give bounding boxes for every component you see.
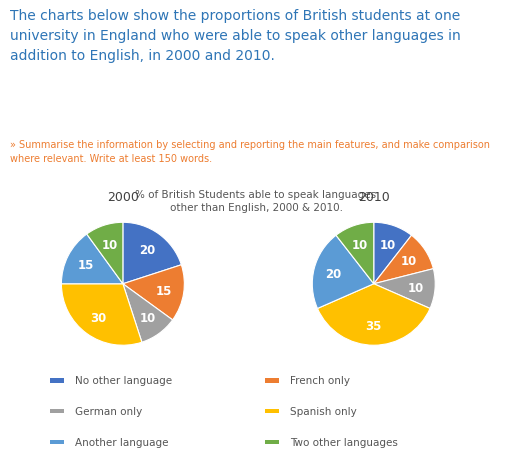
- Text: 30: 30: [90, 311, 106, 324]
- Wedge shape: [123, 265, 184, 320]
- Bar: [265, 440, 279, 444]
- Bar: [265, 410, 279, 413]
- Bar: [50, 440, 64, 444]
- Wedge shape: [123, 284, 173, 342]
- Text: 10: 10: [407, 281, 423, 294]
- Title: 2010: 2010: [358, 191, 390, 203]
- Bar: [50, 379, 64, 382]
- Wedge shape: [374, 236, 433, 284]
- Bar: [50, 410, 64, 413]
- Text: 10: 10: [102, 238, 118, 251]
- Wedge shape: [312, 236, 374, 309]
- Bar: [265, 379, 279, 382]
- Text: 20: 20: [325, 267, 342, 281]
- Text: 35: 35: [366, 319, 382, 332]
- Text: 15: 15: [156, 284, 173, 297]
- Text: Two other languages: Two other languages: [290, 437, 398, 447]
- Wedge shape: [61, 235, 123, 284]
- Wedge shape: [61, 284, 142, 345]
- Text: % of British Students able to speak languages
other than English, 2000 & 2010.: % of British Students able to speak lang…: [136, 189, 376, 212]
- Wedge shape: [87, 223, 123, 284]
- Wedge shape: [317, 284, 430, 345]
- Text: 10: 10: [400, 255, 417, 268]
- Text: The charts below show the proportions of British students at one
university in E: The charts below show the proportions of…: [10, 9, 461, 63]
- Text: 20: 20: [139, 244, 156, 257]
- Text: 10: 10: [379, 238, 395, 251]
- Text: Another language: Another language: [75, 437, 168, 447]
- Wedge shape: [336, 223, 374, 284]
- Wedge shape: [374, 223, 412, 284]
- Text: 10: 10: [139, 311, 156, 324]
- Title: 2000: 2000: [107, 191, 139, 203]
- Wedge shape: [374, 269, 435, 309]
- Text: French only: French only: [290, 375, 350, 386]
- Text: Spanish only: Spanish only: [290, 406, 357, 416]
- Wedge shape: [123, 223, 181, 284]
- Text: No other language: No other language: [75, 375, 172, 386]
- Text: 15: 15: [77, 259, 94, 272]
- Text: » Summarise the information by selecting and reporting the main features, and ma: » Summarise the information by selecting…: [10, 140, 490, 163]
- Text: German only: German only: [75, 406, 142, 416]
- Text: 10: 10: [352, 238, 368, 251]
